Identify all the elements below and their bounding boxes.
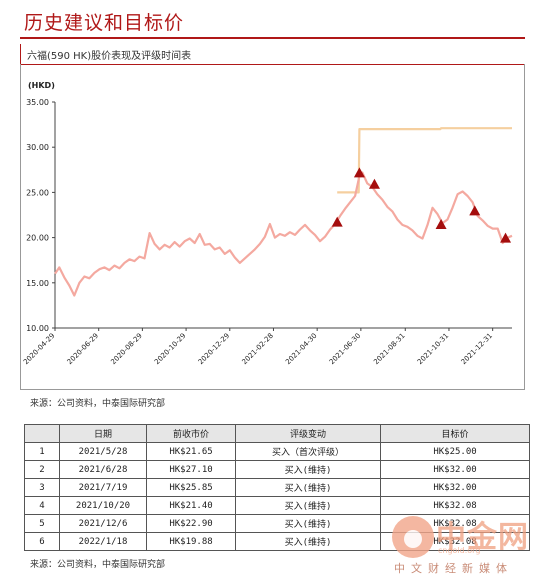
row-date: 2022/1/18 [59, 532, 147, 551]
row-rating: 买入(维持) [235, 532, 381, 551]
stock-price-series [54, 171, 513, 297]
x-tick-label: 2021-06-30 [328, 332, 362, 366]
row-date: 2021/10/20 [59, 496, 147, 515]
chart-source-note: 来源：公司资料，中泰国际研究部 [30, 399, 166, 409]
watermark-emblem [392, 516, 434, 558]
row-rating: 买入（首次评级） [235, 442, 381, 461]
rating-marker [368, 178, 380, 189]
table-header-target-price: 目标价 [380, 424, 530, 443]
x-tick-label: 2021-12-31 [460, 332, 494, 366]
rating-marker [353, 167, 365, 178]
y-tick-label: 25.00 [26, 188, 49, 197]
chart-frame-bottom [20, 389, 525, 390]
table-header-index [24, 424, 60, 443]
row-date: 2021/5/28 [59, 442, 147, 461]
target-price-line [337, 127, 512, 194]
rating-marker [500, 232, 512, 243]
row-prev-close: HK$27.10 [146, 460, 236, 479]
target-price-series [337, 127, 512, 194]
title-divider [20, 37, 525, 39]
rating-history-table: 日期 前收市价 评级变动 目标价 1 2021/5/28 HK$21.65 买入… [24, 424, 530, 551]
row-target: HK$25.00 [380, 442, 530, 461]
table-row: 1 2021/5/28 HK$21.65 买入（首次评级） HK$25.00 [24, 442, 530, 461]
subtitle-divider [20, 64, 525, 65]
row-target: HK$32.00 [380, 478, 530, 497]
row-prev-close: HK$19.88 [146, 532, 236, 551]
watermark-emblem-center [404, 530, 422, 548]
x-tick-label: 2021-02-28 [240, 332, 274, 366]
watermark-name: 中金网 [436, 520, 529, 555]
subtitle-accent [20, 44, 21, 64]
row-prev-close: HK$25.85 [146, 478, 236, 497]
stock-price-line [54, 171, 513, 297]
row-target: HK$32.00 [380, 460, 530, 479]
page-title: 历史建议和目标价 [24, 12, 185, 34]
row-date: 2021/12/6 [59, 514, 147, 533]
rating-markers [331, 167, 512, 243]
table-row: 2 2021/6/28 HK$27.10 买入(维持) HK$32.00 [24, 460, 530, 479]
x-tick-label: 2020-04-29 [22, 332, 56, 366]
table-source-note: 来源：公司资料，中泰国际研究部 [30, 560, 166, 570]
x-tick-label: 2021-04-30 [284, 332, 318, 366]
watermark-logo: 中金网 cngold.org 中文财经新媒体 [392, 512, 532, 578]
watermark-url: cngold.org [438, 546, 481, 555]
table-header-row: 日期 前收市价 评级变动 目标价 [24, 424, 530, 443]
chart-frame-left [20, 64, 21, 389]
table-row: 4 2021/10/20 HK$21.40 买入(维持) HK$32.08 [24, 496, 530, 515]
row-date: 2021/7/19 [59, 478, 147, 497]
row-index: 3 [24, 478, 60, 497]
chart-frame-right [524, 64, 525, 389]
row-prev-close: HK$21.65 [146, 442, 236, 461]
x-tick-label: 2021-08-31 [372, 332, 406, 366]
rating-marker [469, 205, 481, 216]
y-axis-label: (HKD) [28, 81, 55, 90]
row-rating: 买入(维持) [235, 478, 381, 497]
x-tick-label: 2020-08-29 [109, 332, 143, 366]
table-row: 3 2021/7/19 HK$25.85 买入(维持) HK$32.00 [24, 478, 530, 497]
y-tick-label: 20.00 [26, 234, 49, 243]
row-index: 2 [24, 460, 60, 479]
row-index: 5 [24, 514, 60, 533]
stock-price-chart: (HKD) 35.0030.0025.0020.0015.0010.002020… [22, 81, 513, 366]
x-tick-label: 2020-06-29 [66, 332, 100, 366]
row-index: 1 [24, 442, 60, 461]
x-tick-label: 2020-12-29 [197, 332, 231, 366]
rating-marker [435, 218, 447, 229]
x-tick-label: 2020-10-29 [153, 332, 187, 366]
table-header-rating-change: 评级变动 [235, 424, 381, 443]
rating-marker [331, 216, 343, 227]
row-prev-close: HK$21.40 [146, 496, 236, 515]
y-tick-label: 15.00 [26, 279, 49, 288]
row-rating: 买入(维持) [235, 460, 381, 479]
row-index: 6 [24, 532, 60, 551]
table-header-date: 日期 [59, 424, 147, 443]
row-index: 4 [24, 496, 60, 515]
y-tick-label: 30.00 [26, 143, 49, 152]
table-header-prev-close: 前收市价 [146, 424, 236, 443]
row-rating: 买入(维持) [235, 496, 381, 515]
watermark-tagline: 中文财经新媒体 [394, 562, 513, 575]
y-tick-label: 10.00 [26, 324, 49, 333]
x-tick-label: 2021-10-31 [416, 332, 450, 366]
chart-subtitle: 六福(590 HK)股价表现及评级时间表 [27, 51, 192, 62]
y-tick-label: 35.00 [26, 98, 49, 107]
row-rating: 买入(维持) [235, 514, 381, 533]
row-prev-close: HK$22.90 [146, 514, 236, 533]
row-date: 2021/6/28 [59, 460, 147, 479]
